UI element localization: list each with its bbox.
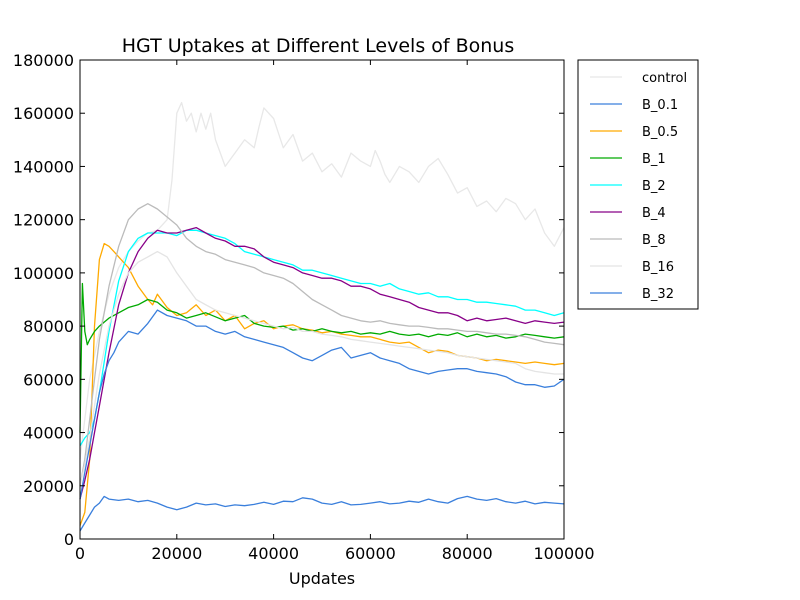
x-axis-label: Updates — [289, 569, 355, 588]
legend-label-B_16: B_16 — [642, 260, 674, 275]
series-line-B_8 — [79, 203, 565, 486]
x-tick-label: 40000 — [248, 544, 299, 563]
legend-label-B_1: B_1 — [642, 152, 666, 167]
x-tick-label: 60000 — [345, 544, 396, 563]
series-line-B_32 — [79, 309, 565, 500]
legend-label-B_32: B_32 — [642, 287, 674, 302]
y-tick-label: 120000 — [13, 211, 74, 230]
plot-lines — [79, 101, 565, 532]
y-tick-label: 60000 — [23, 370, 74, 389]
x-tick-label: 20000 — [151, 544, 202, 563]
legend-label-B_0.5: B_0.5 — [642, 125, 678, 140]
x-axis: 0 20000 40000 60000 80000 100000 — [75, 60, 595, 563]
y-tick-label: 160000 — [13, 104, 74, 123]
series-line-B_2 — [79, 229, 565, 447]
y-tick-label: 40000 — [23, 424, 74, 443]
y-axis: 0 20000 40000 60000 80000 100000 120000 140000 1… — [13, 51, 564, 549]
series-line-B_16 — [79, 250, 564, 486]
y-tick-label: 0 — [64, 530, 74, 549]
legend-label-B_0.1: B_0.1 — [642, 98, 678, 113]
legend-label-control: control — [642, 71, 687, 86]
chart-title: HGT Uptakes at Different Levels of Bonus — [122, 35, 515, 57]
series-line-control — [79, 101, 565, 460]
legend-label-B_2: B_2 — [642, 179, 666, 194]
series-line-B_1 — [79, 282, 565, 433]
x-tick-label: 100000 — [533, 544, 594, 563]
y-tick-label: 140000 — [13, 157, 74, 176]
y-tick-label: 180000 — [13, 51, 74, 70]
series-line-B_0.1 — [79, 495, 565, 532]
y-tick-label: 20000 — [23, 477, 74, 496]
legend: control B_0.1 B_0.5 B_1 B_2 B_4 B_8 B_16 B_32 — [577, 59, 699, 310]
legend-label-B_8: B_8 — [642, 233, 666, 248]
plot-frame — [79, 59, 565, 540]
y-tick-label: 100000 — [13, 264, 74, 283]
x-tick-label: 80000 — [442, 544, 493, 563]
y-tick-label: 80000 — [23, 317, 74, 336]
legend-label-B_4: B_4 — [642, 206, 666, 221]
x-tick-label: 0 — [75, 544, 85, 563]
series-line-B_4 — [79, 226, 565, 500]
